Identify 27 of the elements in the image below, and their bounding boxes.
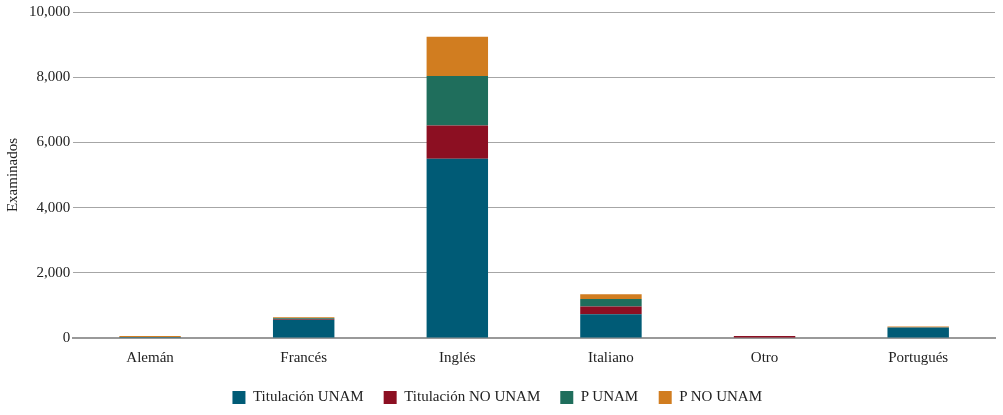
legend-label: P UNAM (580, 388, 639, 405)
bar (887, 327, 949, 338)
y-tick-label: 4,000 (36, 198, 71, 215)
bar (426, 75, 489, 126)
bar (272, 319, 335, 338)
x-tick-label: Alemán (126, 348, 175, 365)
y-tick-label: 0 (62, 328, 71, 345)
y-axis-title: Examinados (3, 137, 20, 213)
legend-label: Titulación NO UNAM (404, 388, 541, 405)
x-tick-label: Inglés (438, 348, 476, 365)
x-tick-label: Francés (280, 348, 328, 365)
x-tick-label: Italiano (588, 348, 634, 365)
bar (580, 306, 642, 315)
y-tick-label: 10,000 (29, 2, 71, 19)
bar (580, 294, 642, 299)
legend-label: P NO UNAM (679, 388, 762, 405)
y-tick-label: 8,000 (36, 68, 71, 85)
bar (426, 125, 489, 159)
y-tick-label: 2,000 (36, 263, 71, 280)
bar (426, 158, 489, 338)
x-tick-label: Portugués (888, 348, 949, 365)
bar (580, 298, 642, 307)
bar (580, 314, 642, 338)
bar (426, 36, 489, 76)
y-tick-label: 6,000 (36, 133, 71, 150)
legend-label: Titulación UNAM (252, 388, 364, 405)
x-tick-label: Otro (750, 348, 779, 365)
